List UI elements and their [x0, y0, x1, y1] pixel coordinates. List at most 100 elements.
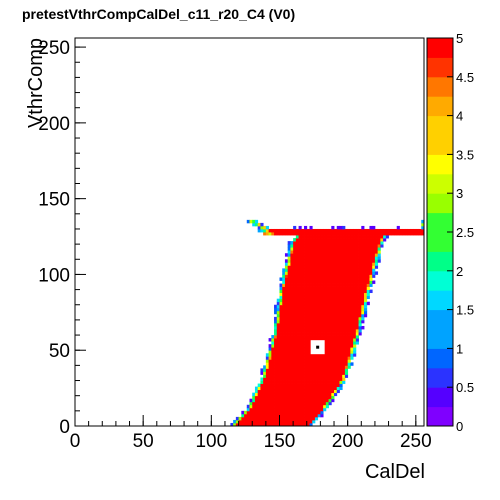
heatmap-cell: [279, 313, 283, 318]
heatmap-cell: [344, 347, 349, 351]
heatmap-cell: [276, 359, 280, 363]
heatmap-cell: [347, 356, 351, 360]
heatmap-cell: [309, 262, 313, 266]
heatmap-cell: [342, 304, 346, 309]
heatmap-cell: [276, 377, 280, 381]
heatmap-cell: [350, 271, 354, 275]
heatmap-cell: [301, 332, 305, 336]
heatmap-cell: [290, 410, 294, 415]
heatmap-cell: [334, 329, 338, 333]
heatmap-cell: [279, 353, 283, 357]
heatmap-cell: [328, 359, 332, 363]
heatmap-cell: [252, 392, 256, 397]
heatmap-cell: [304, 322, 308, 327]
heatmap-cell: [347, 316, 351, 321]
heatmap-cell: [320, 404, 324, 409]
heatmap-cell: [325, 298, 329, 303]
heatmap-cell: [325, 283, 329, 287]
heatmap-cell: [314, 365, 319, 369]
heatmap-cell: [290, 319, 294, 324]
heatmap-cell: [320, 280, 324, 284]
heatmap-cell: [293, 225, 297, 230]
heatmap-cell: [323, 256, 327, 260]
heatmap-cell: [295, 362, 299, 366]
heatmap-cell: [323, 307, 327, 312]
heatmap-cell: [323, 301, 327, 306]
heatmap-cell: [331, 329, 335, 333]
heatmap-cell: [320, 316, 324, 321]
heatmap-cell: [279, 298, 283, 303]
heatmap-cell: [295, 398, 299, 403]
heatmap-cell: [347, 259, 351, 263]
heatmap-cell: [323, 313, 327, 318]
heatmap-cell: [306, 268, 310, 272]
heatmap-cell: [312, 265, 316, 269]
heatmap-cell: [325, 277, 329, 281]
heatmap-cell: [358, 283, 362, 287]
heatmap-cell: [336, 247, 340, 251]
heatmap-cell: [309, 286, 313, 290]
heatmap-cell: [374, 253, 379, 257]
heatmap-cell: [355, 256, 359, 260]
heatmap-cell: [301, 392, 305, 397]
heatmap-cell: [301, 362, 305, 366]
heatmap-cell: [298, 322, 302, 327]
heatmap-cell: [282, 338, 286, 342]
heatmap-cell: [312, 338, 316, 342]
heatmap-cell: [279, 232, 283, 236]
heatmap-cell: [320, 362, 324, 366]
heatmap-cell: [331, 244, 335, 248]
heatmap-cell: [344, 238, 349, 242]
heatmap-cell: [325, 295, 329, 300]
heatmap-cell: [366, 232, 370, 236]
heatmap-cell: [279, 292, 283, 297]
heatmap-cell: [263, 401, 267, 406]
heatmap-cell: [317, 377, 321, 381]
heatmap-cell: [287, 356, 291, 360]
heatmap-cell: [334, 268, 338, 272]
heatmap-cell: [344, 322, 349, 327]
heatmap-cell: [276, 413, 280, 418]
heatmap-cell: [320, 368, 324, 372]
heatmap-cell: [274, 307, 278, 312]
heatmap-cell: [276, 338, 280, 342]
heatmap-cell: [284, 341, 289, 345]
heatmap-cell: [314, 244, 319, 248]
heatmap-cell: [254, 404, 259, 409]
heatmap-cell: [298, 353, 302, 357]
heatmap-cell: [287, 262, 291, 266]
heatmap-cell: [323, 335, 327, 339]
heatmap-cell: [282, 365, 286, 369]
heatmap-cell: [331, 310, 335, 315]
heatmap-cell: [271, 401, 275, 406]
heatmap-cell: [284, 253, 289, 257]
colorbar-tick-label: 2.5: [456, 225, 474, 240]
heatmap-cell: [353, 344, 357, 348]
heatmap-cell: [361, 253, 365, 257]
heatmap-cell: [353, 238, 357, 242]
heatmap-cell: [336, 389, 340, 394]
heatmap-cell: [279, 329, 283, 333]
heatmap-cell: [369, 259, 373, 263]
heatmap-cell: [366, 238, 370, 242]
heatmap-cell: [314, 392, 319, 397]
y-tick-label: 50: [49, 341, 70, 362]
heatmap-cell: [295, 350, 299, 354]
heatmap-cell: [320, 274, 324, 278]
heatmap-cell: [276, 401, 280, 406]
heatmap-cell: [361, 256, 365, 260]
heatmap-cell: [312, 250, 316, 254]
heatmap-cell: [410, 228, 414, 233]
heatmap-cell: [369, 280, 373, 284]
x-axis-label: CalDel: [365, 461, 425, 483]
heatmap-cell: [282, 386, 286, 391]
heatmap-cell: [336, 359, 340, 363]
heatmap-cell: [369, 244, 373, 248]
colorbar-tick-label: 4: [456, 109, 463, 124]
heatmap-cell: [314, 332, 319, 336]
heatmap-cell: [350, 325, 354, 330]
heatmap-cell: [304, 268, 308, 272]
heatmap-cell: [265, 365, 269, 369]
heatmap-cell: [290, 359, 294, 363]
